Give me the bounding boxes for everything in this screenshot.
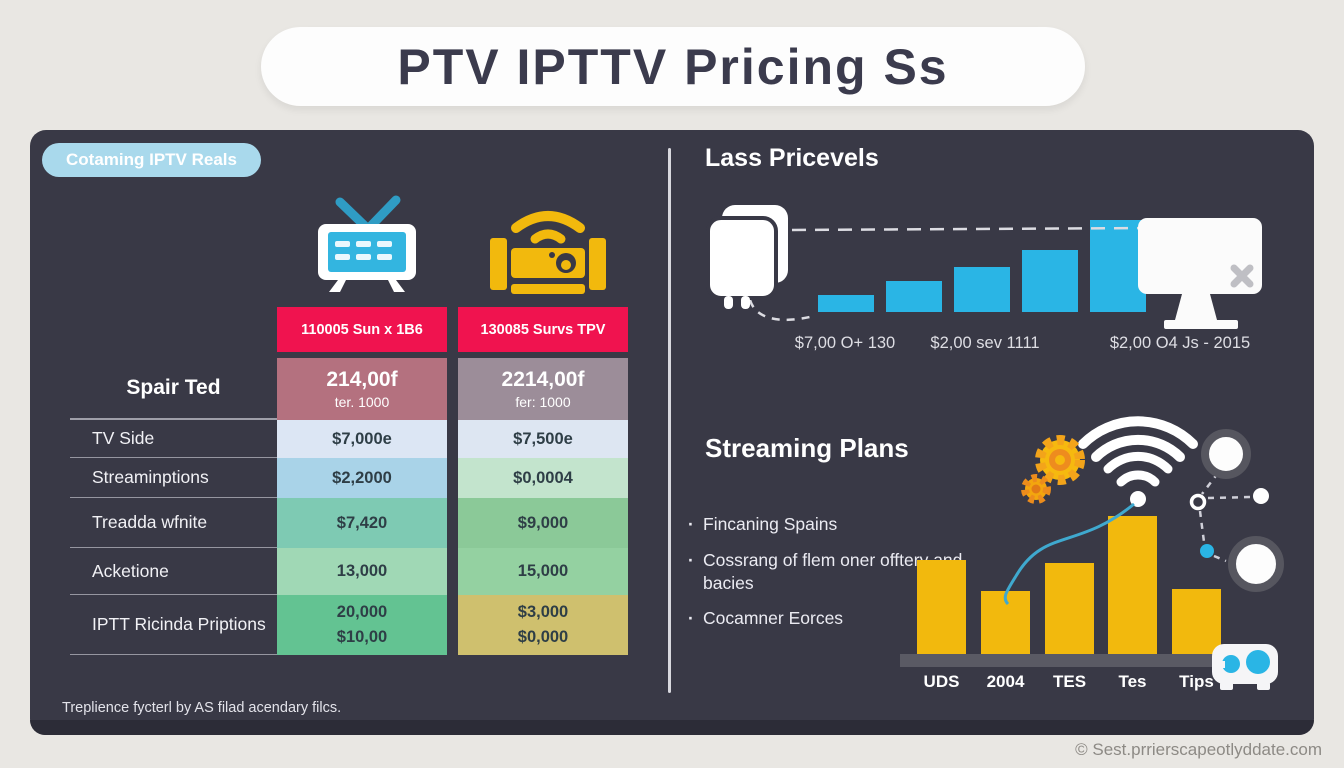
row-label: TV Side [70,420,277,458]
row-label: Treadda wfnite [70,498,277,548]
dashed-curve-line [748,299,815,322]
pricing-table: 110005 Sun x 1B6 130085 Survs TPV Spair … [70,307,628,655]
cell-value: $0,000 [517,628,569,646]
summary-price: 214,00f [326,368,398,391]
summary-price: 2214,00f [501,368,585,391]
section-divider [668,148,671,693]
cell-value: $7,420 [336,513,388,532]
price-level-bar [1022,250,1078,312]
chart-baseline [900,654,1232,667]
streaming-bar [981,591,1030,654]
price-label: $7,00 O+ 130 [794,334,896,352]
table-row: Streaminptions $2,2000 $0,0004 [70,458,628,498]
main-panel: Cotaming IPTV Reals [30,130,1314,735]
price-cell: $2,2000 [277,458,447,498]
column-header-1: 110005 Sun x 1B6 [277,307,447,352]
price-cell: $7,000e [277,420,447,458]
streaming-bar [1172,589,1221,654]
price-label: $2,00 O4 Js - 2015 [1109,334,1251,352]
row-label: Acketione [70,548,277,595]
price-cell: $3,000 $0,000 [458,595,628,655]
bar-label: Tips [1179,672,1214,691]
bar-label: TES [1052,672,1087,691]
table-row: Acketione 13,000 15,000 [70,548,628,595]
bullet-item: Cossrang of flem oner offtery and bacies [688,549,988,595]
cell-value: 13,000 [336,562,388,581]
cell-value: $7,000e [332,429,392,448]
table-row: TV Side $7,000e $7,500e [70,420,628,458]
summary-price-cell-2: 2214,00f fer: 1000 [458,358,628,420]
pricing-rows: TV Side $7,000e $7,500e Streaminptions $2,20… [70,420,628,655]
tv-icon [318,195,416,292]
bullet-item: Cocamner Eorces [688,607,988,630]
column-header-2: 130085 Survs TPV [458,307,628,352]
row-label: Streaminptions [70,458,277,498]
streaming-plans-heading: Streaming Plans [705,433,909,463]
footnote: Treplience fycterl by AS filad acendary … [62,700,342,716]
streaming-bar [917,560,966,654]
price-level-bar [818,295,874,312]
pricing-table-header: 110005 Sun x 1B6 130085 Survs TPV [70,307,628,352]
cell-value: 15,000 [517,562,569,581]
bar-label: Tes [1118,672,1147,691]
cell-value: 20,000 [336,603,388,622]
set-top-box-icon [490,211,606,294]
page-title-pill: PTV IPTTV Pricing Ss [261,27,1085,106]
price-cell: $7,420 [277,498,447,548]
cell-value: $2,2000 [332,468,392,487]
section-badge: Cotaming IPTV Reals [42,143,261,177]
row-group-header: Spair Ted [70,358,277,420]
bar-label: UDS [923,672,960,691]
summary-price-cell-1: 214,00f ter. 1000 [277,358,447,420]
gears-icon [1021,435,1085,504]
projector-icon [1212,644,1278,690]
table-row: Treadda wfnite $7,420 $9,000 [70,498,628,548]
price-level-bar [954,267,1010,312]
monitor-icon [1138,218,1262,329]
copyright: © Sest.prrierscapeotlyddate.com [1075,740,1322,759]
streaming-bullet-list: Fincaning Spains Cossrang of flem oner of… [688,513,988,643]
network-nodes-icon [1189,429,1284,592]
price-cell: $9,000 [458,498,628,548]
price-level-bar [886,281,942,312]
price-cell: $0,0004 [458,458,628,498]
cell-value: $7,500e [513,429,573,448]
x-mark-icon [1230,264,1254,288]
table-row: IPTT Ricinda Priptions 20,000 $10,00 $3,000… [70,595,628,655]
wifi-icon [1078,416,1198,507]
price-levels-heading: Lass Pricevels [705,144,879,172]
page-title: PTV IPTTV Pricing Ss [397,38,949,95]
price-cell: 15,000 [458,548,628,595]
price-label: $2,00 sev 1111 [930,334,1040,352]
stacked-device-icon [706,205,788,309]
price-summary-row: Spair Ted 214,00f ter. 1000 2214,00f fer… [70,358,628,420]
summary-per: ter. 1000 [334,394,390,410]
cell-value: $10,00 [336,628,388,646]
price-cell: $7,500e [458,420,628,458]
summary-per: fer: 1000 [515,394,571,410]
streaming-bar [1108,516,1157,654]
header-spacer [70,307,277,352]
cell-value: $9,000 [517,513,569,532]
cell-value: $0,0004 [513,468,573,487]
price-cell: 20,000 $10,00 [277,595,447,655]
bullet-item: Fincaning Spains [688,513,988,536]
streaming-bar [1045,563,1094,654]
cell-value: $3,000 [517,603,569,622]
row-label: IPTT Ricinda Priptions [70,595,277,655]
price-level-bar [1090,220,1146,312]
price-cell: 13,000 [277,548,447,595]
bar-label: 2004 [986,672,1025,691]
